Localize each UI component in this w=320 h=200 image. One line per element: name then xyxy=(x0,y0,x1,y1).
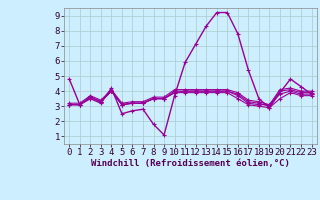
X-axis label: Windchill (Refroidissement éolien,°C): Windchill (Refroidissement éolien,°C) xyxy=(91,159,290,168)
